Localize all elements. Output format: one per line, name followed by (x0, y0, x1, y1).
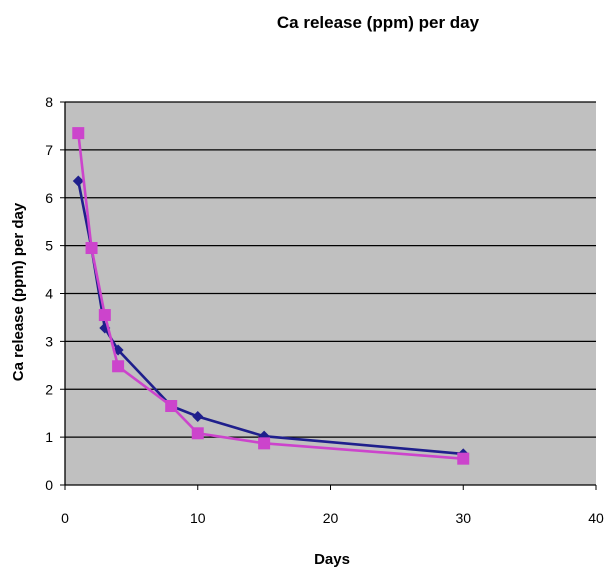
y-axis-title: Ca release (ppm) per day (10, 202, 27, 381)
axes (60, 101, 597, 490)
series-2-point (165, 400, 178, 413)
series-1-point (192, 411, 204, 423)
y-tick-label-3: 3 (45, 333, 53, 349)
y-tick-label-5: 5 (45, 238, 53, 254)
series-2-point (457, 452, 470, 465)
y-tick-label-4: 4 (45, 286, 53, 302)
grid-lines (65, 101, 596, 438)
series-2-point (72, 127, 85, 140)
x-tick-label-40: 40 (588, 510, 604, 526)
y-tick-label-2: 2 (45, 381, 53, 397)
y-tick-label-0: 0 (45, 477, 53, 493)
series-2-point (98, 309, 111, 322)
y-tick-label-7: 7 (45, 142, 53, 158)
x-axis-title: Days (314, 551, 350, 568)
x-tick-label-0: 0 (61, 510, 69, 526)
series-2-point (191, 427, 204, 440)
y-tick-label-1: 1 (45, 429, 53, 445)
tick-labels: 0 1 2 3 4 5 6 7 8 0 10 20 30 40 (45, 94, 604, 526)
chart-title: Ca release (ppm) per day (277, 13, 480, 32)
x-tick-label-20: 20 (323, 510, 339, 526)
series-2-point (258, 437, 271, 450)
x-tick-label-10: 10 (190, 510, 206, 526)
y-tick-label-8: 8 (45, 94, 53, 110)
series-layer (72, 127, 470, 465)
y-tick-label-6: 6 (45, 190, 53, 206)
x-tick-label-30: 30 (455, 510, 471, 526)
series-2-point (112, 360, 125, 373)
series-1-point (72, 175, 84, 187)
series-2 (72, 127, 470, 465)
series-2-line (77, 132, 464, 460)
series-2-point (85, 242, 98, 255)
